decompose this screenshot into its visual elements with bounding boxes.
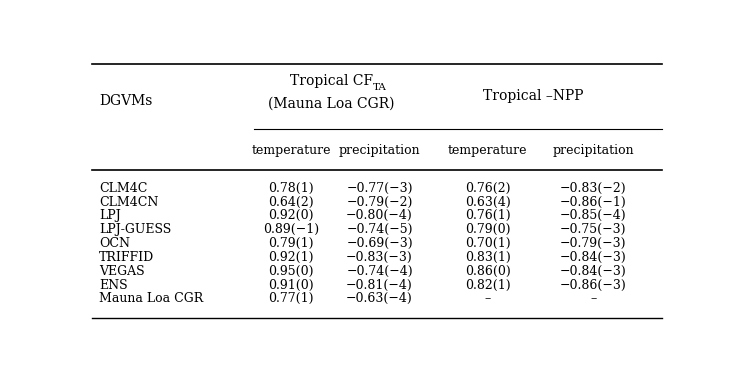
Text: −0.69(−3): −0.69(−3) bbox=[346, 237, 413, 250]
Text: 0.91(0): 0.91(0) bbox=[268, 279, 314, 292]
Text: −0.86(−3): −0.86(−3) bbox=[560, 279, 626, 292]
Text: −0.79(−2): −0.79(−2) bbox=[346, 196, 413, 208]
Text: TRIFFID: TRIFFID bbox=[99, 251, 154, 264]
Text: temperature: temperature bbox=[448, 143, 528, 156]
Text: −0.63(−4): −0.63(−4) bbox=[346, 292, 413, 305]
Text: ENS: ENS bbox=[99, 279, 128, 292]
Text: −0.83(−3): −0.83(−3) bbox=[346, 251, 413, 264]
Text: 0.77(1): 0.77(1) bbox=[268, 292, 314, 305]
Text: Mauna Loa CGR: Mauna Loa CGR bbox=[99, 292, 204, 305]
Text: −0.81(−4): −0.81(−4) bbox=[346, 279, 413, 292]
Text: LPJ-GUESS: LPJ-GUESS bbox=[99, 223, 171, 236]
Text: 0.82(1): 0.82(1) bbox=[465, 279, 511, 292]
Text: precipitation: precipitation bbox=[552, 143, 634, 156]
Text: 0.95(0): 0.95(0) bbox=[268, 265, 314, 278]
Text: −0.86(−1): −0.86(−1) bbox=[560, 196, 626, 208]
Text: −0.74(−5): −0.74(−5) bbox=[346, 223, 413, 236]
Text: Tropical –NPP: Tropical –NPP bbox=[483, 89, 584, 103]
Text: 0.78(1): 0.78(1) bbox=[268, 182, 314, 195]
Text: CLM4CN: CLM4CN bbox=[99, 196, 159, 208]
Text: −0.83(−2): −0.83(−2) bbox=[560, 182, 626, 195]
Text: 0.64(2): 0.64(2) bbox=[268, 196, 314, 208]
Text: −0.84(−3): −0.84(−3) bbox=[560, 251, 626, 264]
Text: 0.92(1): 0.92(1) bbox=[268, 251, 314, 264]
Text: 0.76(1): 0.76(1) bbox=[465, 209, 511, 222]
Text: 0.76(2): 0.76(2) bbox=[465, 182, 511, 195]
Text: 0.92(0): 0.92(0) bbox=[268, 209, 314, 222]
Text: −0.84(−3): −0.84(−3) bbox=[560, 265, 626, 278]
Text: –: – bbox=[590, 292, 596, 305]
Text: −0.79(−3): −0.79(−3) bbox=[560, 237, 626, 250]
Text: −0.74(−4): −0.74(−4) bbox=[346, 265, 413, 278]
Text: −0.80(−4): −0.80(−4) bbox=[346, 209, 413, 222]
Text: precipitation: precipitation bbox=[339, 143, 420, 156]
Text: VEGAS: VEGAS bbox=[99, 265, 145, 278]
Text: –: – bbox=[484, 292, 491, 305]
Text: −0.85(−4): −0.85(−4) bbox=[560, 209, 626, 222]
Text: 0.86(0): 0.86(0) bbox=[465, 265, 511, 278]
Text: 0.63(4): 0.63(4) bbox=[465, 196, 511, 208]
Text: Tropical CF: Tropical CF bbox=[290, 74, 373, 88]
Text: 0.83(1): 0.83(1) bbox=[465, 251, 511, 264]
Text: OCN: OCN bbox=[99, 237, 130, 250]
Text: CLM4C: CLM4C bbox=[99, 182, 148, 195]
Text: LPJ: LPJ bbox=[99, 209, 121, 222]
Text: (Mauna Loa CGR): (Mauna Loa CGR) bbox=[268, 97, 395, 110]
Text: 0.89(−1): 0.89(−1) bbox=[263, 223, 319, 236]
Text: −0.77(−3): −0.77(−3) bbox=[346, 182, 413, 195]
Text: −0.75(−3): −0.75(−3) bbox=[560, 223, 626, 236]
Text: temperature: temperature bbox=[251, 143, 331, 156]
Text: DGVMs: DGVMs bbox=[99, 94, 153, 108]
Text: 0.79(0): 0.79(0) bbox=[465, 223, 511, 236]
Text: 0.70(1): 0.70(1) bbox=[465, 237, 511, 250]
Text: TA: TA bbox=[373, 83, 387, 92]
Text: 0.79(1): 0.79(1) bbox=[268, 237, 314, 250]
